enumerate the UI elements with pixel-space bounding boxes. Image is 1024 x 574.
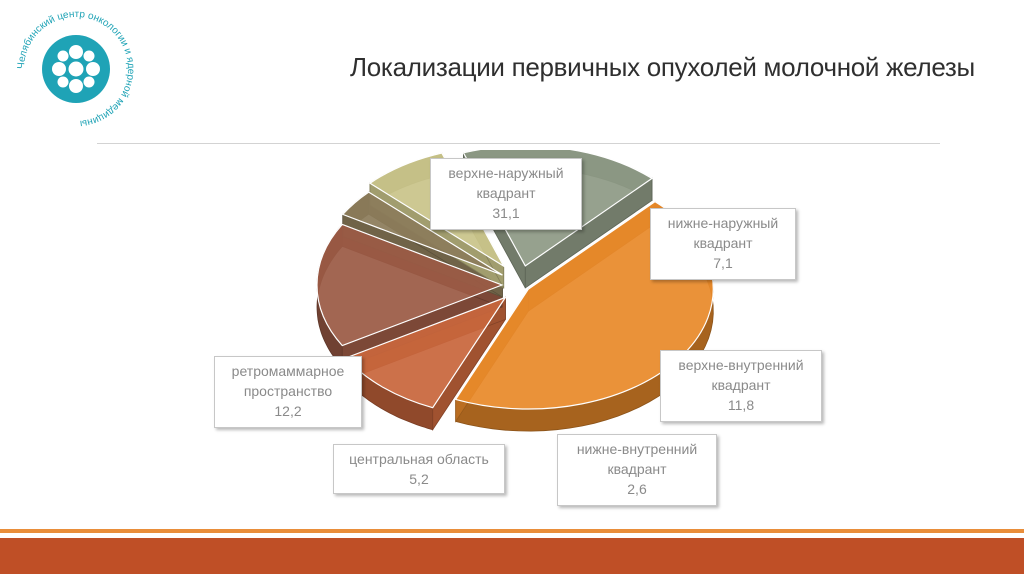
label-value: 2,6: [627, 481, 647, 497]
label-text-line2: квадрант: [711, 377, 771, 393]
pie-slice: [316, 223, 504, 347]
data-label-upper-outer: верхне-наружный квадрант 31,1: [430, 158, 582, 230]
label-text-line1: нижне-наружный: [667, 215, 779, 231]
label-text-line1: ретромаммарное: [231, 363, 345, 379]
logo-pattern: [52, 45, 100, 93]
org-logo-emblem: Челябинский центр онкологии и ядерной ме…: [16, 9, 136, 129]
data-label-upper-inner: верхне-внутренний квадрант 11,8: [660, 350, 822, 422]
label-text-line2: пространство: [243, 383, 333, 399]
pie-slice: [341, 191, 503, 276]
data-label-lower-inner: нижне-внутренний квадрант 2,6: [557, 434, 717, 506]
label-text-line2: квадрант: [476, 185, 536, 201]
data-label-lower-outer: нижне-наружный квадрант 7,1: [650, 208, 796, 280]
label-value: 11,8: [727, 397, 755, 413]
label-text-line2: квадрант: [607, 461, 667, 477]
slide-title: Локализации первичных опухолей молочной …: [350, 52, 975, 82]
label-text-line1: центральная область: [349, 451, 489, 467]
label-text-line2: квадрант: [693, 235, 753, 251]
footer-accent-line: [0, 529, 1024, 533]
label-value: 12,2: [274, 403, 302, 419]
label-text-line1: верхне-наружный: [448, 165, 564, 181]
org-logo: Челябинский центр онкологии и ядерной ме…: [12, 5, 140, 133]
label-text-line1: верхне-внутренний: [678, 357, 804, 373]
data-label-central: центральная область 5,2: [333, 444, 505, 494]
label-value: 5,2: [409, 471, 429, 487]
label-value: 7,1: [713, 255, 733, 271]
title-divider: [97, 143, 940, 144]
footer-bar: [0, 538, 1024, 574]
data-label-retromammary: ретромаммарное пространство 12,2: [214, 356, 362, 428]
label-value: 31,1: [492, 205, 520, 221]
label-text-line1: нижне-внутренний: [576, 441, 698, 457]
